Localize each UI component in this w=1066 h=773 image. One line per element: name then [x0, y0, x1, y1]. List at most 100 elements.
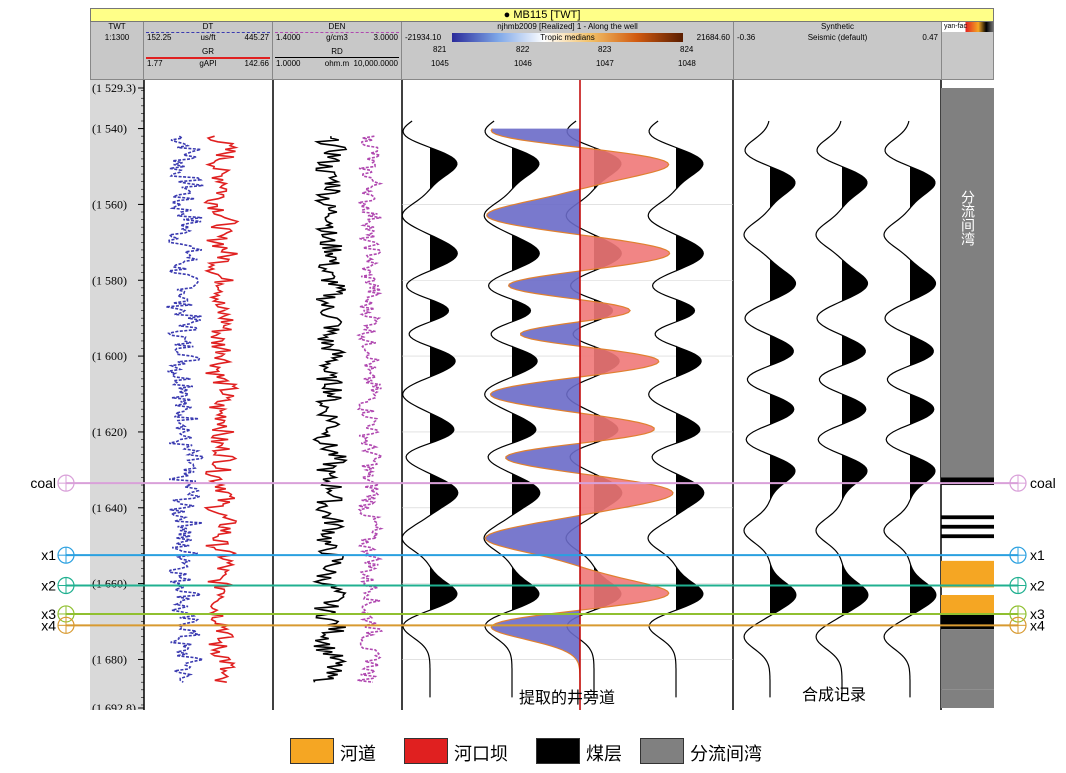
twt-tick-label: (1 692.8) — [92, 701, 136, 710]
facies-interval — [941, 524, 994, 529]
extracted-trace-trough-fill — [485, 128, 580, 690]
trace-bottom-1: 1045 — [431, 59, 449, 68]
dt-log-curve — [165, 135, 206, 683]
seismic-max: 21684.60 — [696, 33, 730, 42]
seismic-scale-name: Tropic medians — [540, 33, 595, 42]
den-min: 1.4000 — [276, 33, 301, 42]
facies-interval — [941, 594, 994, 614]
dt-gr-header: DT 152.25 us/ft 445.27 GR 1.77 gAPI 142.66 — [144, 22, 273, 80]
twt-name: TWT — [108, 22, 126, 31]
legend-label-interdistributary-bay: 分流间湾 — [690, 744, 762, 765]
rd-log-curve — [312, 136, 348, 683]
twt-tick-label: (1 580) — [92, 273, 127, 287]
synthetic-caption: 合成记录 — [802, 685, 866, 704]
horizon-label-left: x3 — [41, 606, 56, 622]
rd-min: 1.0000 — [276, 59, 301, 68]
synthetic-min: -0.36 — [737, 33, 756, 42]
facies-interval — [941, 689, 994, 708]
twt-tick-label: (1 560) — [92, 197, 127, 211]
seismic-colorbar — [452, 33, 683, 42]
trace-top-3: 823 — [598, 45, 612, 54]
facies-interval — [941, 88, 994, 478]
facies-interval — [941, 477, 994, 486]
trace-top-4: 824 — [680, 45, 694, 54]
rd-name: RD — [331, 47, 343, 56]
facies-column-label: 分流间湾 — [959, 190, 975, 246]
facies-interval — [941, 613, 994, 630]
twt-tick-label: (1 620) — [92, 425, 127, 439]
twt-tick-label: (1 640) — [92, 501, 127, 515]
seismic-trace-4 — [647, 120, 705, 698]
den-max: 3.0000 — [373, 33, 398, 42]
well-dot-icon: ● — [503, 9, 511, 21]
den-rd-header: DEN 1.4000 g/cm3 3.0000 RD 1.0000 ohm.m 10,0… — [273, 22, 402, 80]
seismic-trace-1 — [401, 120, 459, 698]
twt-header: TWT 1:1300 — [91, 22, 144, 80]
seismic-header: njhmb2009 [Realized] 1 - Along the well … — [402, 22, 734, 80]
legend-swatch-mouth-bar — [404, 738, 448, 764]
horizon-label-right: x3 — [1030, 606, 1045, 622]
synthetic-traces — [743, 120, 937, 698]
seismic-name: njhmb2009 [Realized] 1 - Along the well — [497, 22, 638, 31]
legend-swatch-channel — [290, 738, 334, 764]
synthetic-scale-name: Seismic (default) — [807, 33, 868, 42]
den-unit: g/cm3 — [326, 33, 348, 42]
rd-unit: ohm.m — [324, 59, 350, 68]
seismic-traces — [401, 80, 705, 710]
facies-header: yan-fac — [942, 22, 994, 80]
well-title: MB115 [TWT] — [513, 9, 581, 21]
twt-ticks: (1 529.3) (1 540) (1 560) (1 580) (1 600) (1 … — [92, 81, 144, 710]
den-log-curve — [356, 135, 385, 683]
twt-tick-label: (1 529.3) — [92, 81, 136, 95]
seismic-trace-4-fill — [676, 121, 704, 698]
legend-label-coal: 煤层 — [586, 744, 622, 765]
horizon-label-left: coal — [30, 475, 56, 491]
horizon-label-right: x4 — [1030, 617, 1045, 633]
horizon-label-left: x1 — [41, 547, 56, 563]
dt-max: 445.27 — [244, 33, 269, 42]
legend-swatch-coal — [536, 738, 580, 764]
facies-interval — [941, 515, 994, 520]
well-title-bar: ● MB115 [TWT] — [90, 8, 994, 22]
horizon-label-right: coal — [1030, 475, 1056, 491]
synthetic-max: 0.47 — [922, 33, 938, 42]
track-header: TWT 1:1300 DT 152.25 us/ft 445.27 GR 1.77 g… — [90, 22, 994, 80]
trace-bottom-2: 1046 — [514, 59, 532, 68]
dt-name: DT — [202, 22, 214, 31]
facies-interval — [941, 534, 994, 539]
horizon-label-right: x1 — [1030, 547, 1045, 563]
facies-name: yan-fac — [944, 23, 967, 30]
seismic-trace-2-fill — [512, 121, 540, 698]
seismic-trace-2 — [483, 120, 541, 698]
facies-interval — [941, 629, 994, 690]
facies-column: 分流间湾 — [941, 88, 994, 708]
horizon-label-left: x4 — [41, 617, 56, 633]
synthetic-header: Synthetic -0.36 Seismic (default) 0.47 — [734, 22, 942, 80]
legend-label-channel: 河道 — [340, 744, 376, 765]
twt-scale: 1:1300 — [104, 33, 130, 42]
synthetic-trace-3 — [883, 120, 937, 698]
den-name: DEN — [328, 22, 346, 31]
twt-tick-label: (1 540) — [92, 122, 127, 136]
trace-bottom-3: 1047 — [596, 59, 614, 68]
horizon-label-left: x2 — [41, 578, 56, 594]
gr-name: GR — [202, 47, 214, 56]
trace-top-1: 821 — [433, 45, 447, 54]
dt-min: 152.25 — [147, 33, 172, 42]
extracted-trace-caption: 提取的井旁道 — [519, 688, 615, 707]
rd-max: 10,000.0000 — [353, 59, 399, 68]
seismic-trace-1-fill — [430, 121, 458, 698]
well-section-chart: (1 529.3) (1 540) (1 560) (1 580) (1 600) (1 … — [30, 80, 1056, 710]
extracted-trace-peak-fill — [580, 128, 673, 690]
legend-swatch-interdistributary-bay — [640, 738, 684, 764]
extracted-trace-line — [484, 128, 674, 690]
dt-unit: us/ft — [200, 33, 216, 42]
synthetic-trace-1 — [743, 120, 797, 698]
legend-label-mouth-bar: 河口坝 — [454, 744, 508, 765]
twt-axis-track — [90, 80, 144, 710]
trace-bottom-4: 1048 — [678, 59, 696, 68]
twt-tick-label: (1 600) — [92, 349, 127, 363]
trace-top-2: 822 — [516, 45, 530, 54]
gr-min: 1.77 — [147, 59, 163, 68]
synthetic-name: Synthetic — [821, 22, 854, 31]
